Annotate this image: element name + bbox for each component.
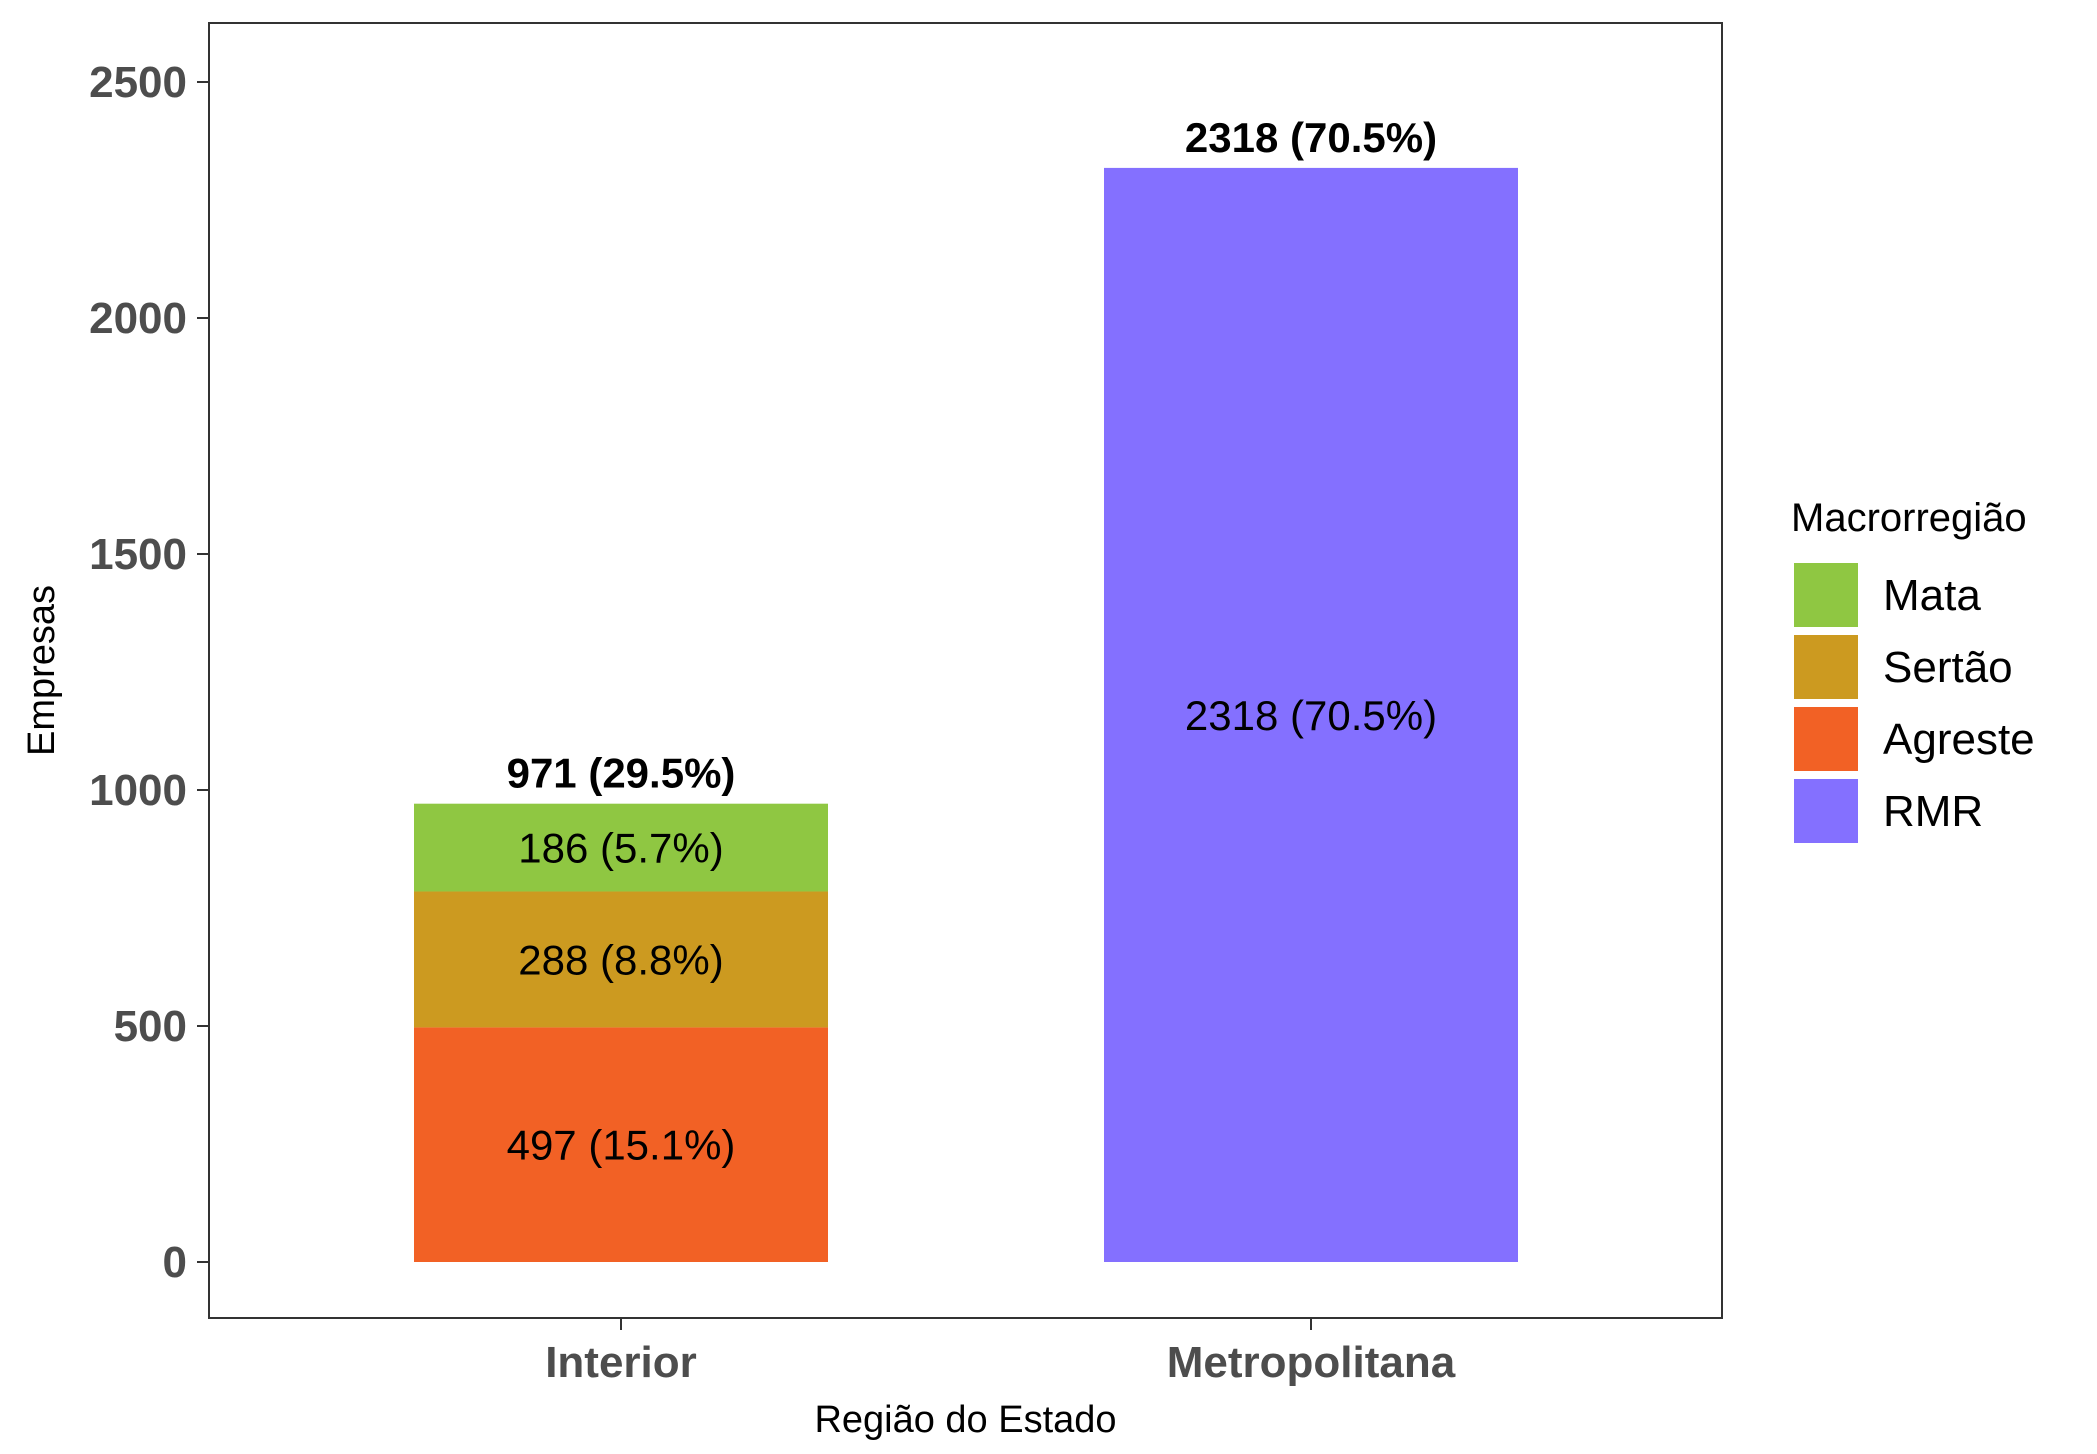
bars-layer (414, 167, 1518, 1262)
legend-items: Mata Sertão Agreste RMR (1792, 561, 2035, 845)
y-tick-label: 0 (163, 1238, 187, 1287)
legend-label: Sertão (1883, 643, 2013, 692)
legend-key-agreste (1792, 705, 1860, 773)
x-tick-label: Metropolitana (1167, 1338, 1456, 1387)
y-axis: 0 500 1000 1500 2000 2500 (89, 58, 209, 1287)
y-tick-label: 2500 (89, 58, 187, 107)
bar-segment-serto (414, 891, 828, 1028)
x-axis-title: Região do Estado (814, 1399, 1116, 1441)
legend: Macrorregião Mata Sertão Agreste RMR (1791, 496, 2035, 845)
legend-key-serto (1792, 633, 1860, 701)
legend-label: Mata (1883, 571, 1981, 620)
legend-key-rmr (1792, 777, 1860, 845)
bar-segment-label: 497 (15.1%) (507, 1122, 736, 1169)
y-tick-label: 2000 (89, 294, 187, 343)
total-labels-layer: 971 (29.5%) 2318 (70.5%) (507, 114, 1437, 797)
y-tick-label: 500 (114, 1002, 187, 1051)
bar-segment-label: 186 (5.7%) (518, 825, 723, 872)
bar-segment-rmr (1104, 167, 1518, 1262)
legend-title: Macrorregião (1791, 496, 2027, 540)
bar-segment-agreste (414, 1027, 828, 1262)
bar-segment-label: 2318 (70.5%) (1185, 692, 1437, 739)
y-tick-label: 1500 (89, 530, 187, 579)
legend-label: RMR (1883, 787, 1983, 836)
y-axis-title: Empresas (21, 585, 63, 756)
x-tick-label: Interior (545, 1338, 697, 1387)
legend-label: Agreste (1883, 715, 2035, 764)
plot-panel-border (208, 22, 1723, 1319)
segment-labels-layer: 497 (15.1%) 288 (8.8%) 186 (5.7%) 2318 (70.… (507, 692, 1437, 1169)
bar-segment-label: 288 (8.8%) (518, 936, 723, 983)
x-axis: Interior Metropolitana (545, 1318, 1456, 1387)
legend-key-mata (1792, 561, 1860, 629)
y-tick-label: 1000 (89, 766, 187, 815)
bar-total-label: 2318 (70.5%) (1185, 114, 1437, 161)
bar-segment-mata (414, 803, 828, 892)
bar-total-label: 971 (29.5%) (507, 750, 736, 797)
